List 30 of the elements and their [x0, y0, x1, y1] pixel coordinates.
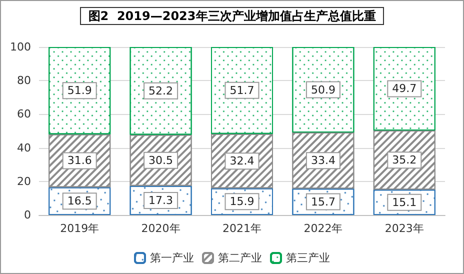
y-tick-label: 80	[17, 74, 31, 88]
data-label: 35.2	[392, 154, 417, 167]
data-label: 32.4	[230, 154, 254, 168]
x-tick-label: 2023年	[384, 222, 424, 235]
x-tick-label: 2021年	[222, 222, 262, 235]
x-tick-label: 2022年	[304, 222, 343, 235]
y-tick-label: 60	[17, 108, 31, 121]
x-tick-label: 2019年	[60, 222, 100, 235]
data-label: 31.6	[67, 154, 92, 168]
chart-title: 图2 2019—2023年三次产业增加值占生产总值比重	[88, 9, 376, 23]
y-tick-label: 20	[17, 174, 31, 188]
data-label: 15.1	[392, 196, 417, 209]
y-tick-label: 0	[24, 208, 31, 222]
data-label: 33.4	[310, 154, 336, 168]
data-label: 15.7	[310, 195, 336, 208]
legend-label: 第二产业	[218, 252, 262, 264]
data-label: 51.9	[67, 84, 92, 98]
data-label: 16.5	[67, 194, 92, 208]
data-label: 52.2	[148, 84, 174, 98]
y-tick-label: 100	[10, 40, 31, 54]
data-label: 50.9	[310, 83, 336, 96]
data-label: 30.5	[148, 154, 174, 167]
legend-label: 第三产业	[286, 252, 330, 264]
x-tick-label: 2020年	[141, 222, 180, 235]
data-label: 15.9	[230, 195, 254, 208]
data-label: 17.3	[148, 194, 174, 207]
data-label: 49.7	[392, 82, 417, 96]
y-tick-label: 40	[17, 141, 31, 154]
data-label: 51.7	[230, 84, 254, 97]
legend-label: 第一产业	[150, 252, 194, 264]
